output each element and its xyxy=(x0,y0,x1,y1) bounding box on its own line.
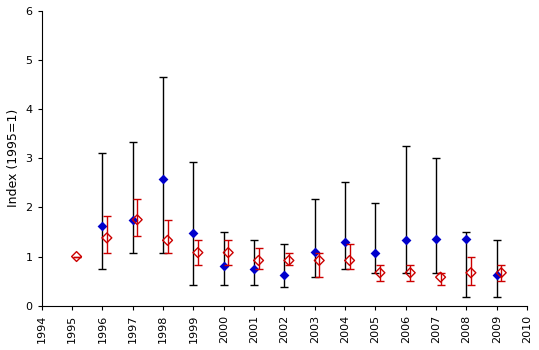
Point xyxy=(467,270,475,275)
Point xyxy=(280,272,289,278)
Point xyxy=(224,250,232,255)
Point xyxy=(163,238,172,243)
Point xyxy=(402,238,410,243)
Point xyxy=(371,250,379,255)
Point xyxy=(436,274,445,280)
Point xyxy=(493,272,501,278)
Point xyxy=(72,254,81,259)
Point xyxy=(376,270,384,275)
Point xyxy=(432,237,440,242)
Point xyxy=(285,258,293,263)
Point xyxy=(189,231,198,236)
Point xyxy=(98,223,107,229)
Point xyxy=(462,237,471,242)
Point xyxy=(406,270,414,275)
Point xyxy=(250,266,258,272)
Point xyxy=(219,264,228,269)
Point xyxy=(158,176,167,182)
Point xyxy=(102,235,111,241)
Point xyxy=(497,270,506,275)
Point xyxy=(345,258,354,263)
Point xyxy=(194,250,202,255)
Point xyxy=(315,258,323,263)
Point xyxy=(128,217,137,223)
Point xyxy=(254,258,263,263)
Point xyxy=(133,217,142,223)
Y-axis label: Index (1995=1): Index (1995=1) xyxy=(7,109,20,208)
Point xyxy=(341,239,349,245)
Point xyxy=(310,249,319,254)
